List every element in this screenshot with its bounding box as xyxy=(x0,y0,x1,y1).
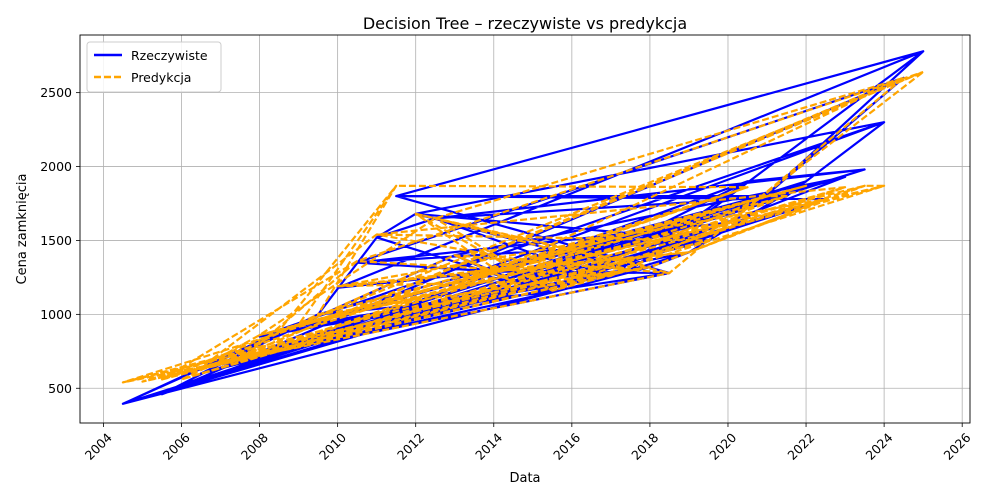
x-axis: 2004 2006 2008 2010 2012 2014 2016 2018 2020 2022… xyxy=(82,423,974,463)
x-tick-label: 2016 xyxy=(550,430,583,463)
x-axis-label: Data xyxy=(509,471,540,486)
plot-frame xyxy=(79,34,971,424)
y-tick-label: 1000 xyxy=(40,307,72,322)
y-tick-label: 2000 xyxy=(40,159,72,174)
y-axis: 500 1000 1500 2000 2500 xyxy=(40,85,80,396)
x-tick-label: 2004 xyxy=(82,430,115,463)
x-tick-label: 2018 xyxy=(628,430,661,463)
x-tick-label: 2014 xyxy=(472,430,505,463)
series-layer xyxy=(121,50,925,405)
y-tick-label: 500 xyxy=(48,381,72,396)
x-tick-label: 2026 xyxy=(941,430,974,463)
x-tick-label: 2024 xyxy=(862,430,895,463)
x-tick-label: 2022 xyxy=(784,430,817,463)
y-tick-label: 2500 xyxy=(40,85,72,100)
y-axis-label: Cena zamknięcia xyxy=(15,174,30,285)
chart-title: Decision Tree – rzeczywiste vs predykcja xyxy=(363,14,687,33)
legend-label-predicted: Predykcja xyxy=(131,70,191,85)
x-tick-label: 2020 xyxy=(706,430,739,463)
x-tick-label: 2008 xyxy=(238,430,271,463)
x-tick-label: 2012 xyxy=(394,430,427,463)
x-tick-label: 2006 xyxy=(160,430,193,463)
legend-label-actual: Rzeczywiste xyxy=(131,48,208,63)
legend: Rzeczywiste Predykcja xyxy=(86,41,222,93)
y-tick-label: 1500 xyxy=(40,233,72,248)
series-line-predicted xyxy=(121,70,925,384)
x-tick-label: 2010 xyxy=(316,430,349,463)
plot-area xyxy=(80,35,970,423)
